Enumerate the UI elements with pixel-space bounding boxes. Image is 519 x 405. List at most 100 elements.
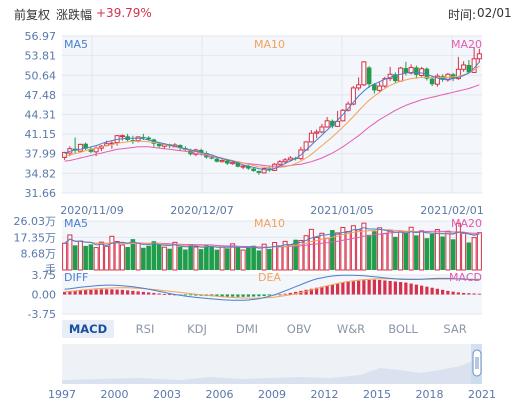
tab-wr[interactable]: W&R	[336, 322, 366, 336]
price-volume-macd-chart[interactable]: 56.97 53.81 50.64 47.48 44.31 41.15 37.99 34.82…	[0, 0, 519, 318]
candle-body-up	[335, 120, 341, 127]
adjust-type-label[interactable]: 前复权	[14, 8, 51, 22]
macd-histogram-bar	[435, 288, 439, 295]
candle-body-down	[225, 160, 230, 164]
tab-rsi[interactable]: RSI	[135, 322, 155, 336]
candle-body-up	[345, 103, 351, 111]
macd-histogram-bar	[315, 287, 319, 295]
macd-histogram-bar	[372, 279, 376, 295]
candle-body-up	[434, 75, 440, 85]
macd-histogram-bar	[304, 289, 308, 295]
volume-bar-up	[382, 233, 388, 271]
macd-histogram-bar	[362, 280, 366, 295]
volume-bar-down	[372, 231, 377, 270]
volume-bar-down	[167, 248, 172, 270]
volume-bar-down	[256, 250, 262, 270]
time-label: 时间:	[448, 8, 477, 22]
macd-histogram-bar	[404, 282, 408, 295]
macd-histogram-bar	[425, 286, 429, 295]
macd-histogram-bar	[225, 294, 229, 297]
volume-bar-up	[408, 226, 414, 271]
macd-histogram-bar	[262, 294, 266, 297]
ma20-line	[64, 84, 480, 167]
volume-ma20-legend: MA20	[451, 217, 482, 230]
macd-histogram-bar	[477, 293, 481, 295]
tab-obv[interactable]: OBV	[286, 322, 312, 336]
volume-bar-up	[319, 232, 325, 271]
volume-bar-down	[393, 236, 398, 270]
volume-bar-up	[350, 225, 356, 271]
volume-bar-up	[282, 240, 288, 271]
candle-body-up	[314, 131, 320, 134]
macd-histogram-bar	[131, 290, 135, 295]
ma5-line	[64, 61, 480, 171]
macd-histogram-bar	[183, 294, 187, 296]
volume-bar-up	[471, 237, 477, 271]
candle-body-up	[350, 87, 356, 105]
candle-body-up	[455, 68, 461, 80]
volume-bar-up	[361, 222, 367, 271]
candle-body-up	[340, 109, 346, 122]
tab-kdj[interactable]: KDJ	[187, 322, 207, 336]
volume-ma5-legend: MA5	[64, 217, 88, 230]
macd-histogram-bar	[84, 290, 88, 295]
volume-bar-up	[219, 246, 225, 271]
candle-body-down	[366, 67, 372, 85]
navigator-handle[interactable]	[472, 349, 482, 377]
macd-histogram-bar	[446, 290, 450, 295]
candle-body-up	[282, 159, 288, 163]
volume-y-tick-label: 26.03万	[14, 215, 57, 228]
price-y-tick-label: 44.31	[25, 109, 57, 122]
candle-body-up	[324, 120, 330, 128]
navigator-year-label: 2012	[311, 388, 339, 401]
candle-body-down	[88, 148, 94, 152]
volume-bar-down	[466, 242, 472, 270]
volume-bar-down	[403, 232, 409, 270]
macd-histogram-bar	[330, 284, 334, 295]
macd-histogram-bar	[73, 290, 77, 295]
range-navigator[interactable]: 1997 2000 2003 2006 2009 2012 2015 2018 2021	[0, 340, 519, 404]
price-y-tick-label: 41.15	[25, 128, 57, 141]
candle-body-down	[393, 74, 398, 82]
indicator-tab-bar: MACD RSI KDJ DMI OBV W&R BOLL SAR	[62, 320, 482, 338]
macd-histogram-bar	[451, 291, 455, 295]
volume-bar-up	[172, 241, 178, 271]
volume-bar-down	[440, 236, 445, 270]
macd-histogram-bar	[63, 291, 67, 295]
volume-bar-down	[429, 233, 435, 270]
volume-bar-up	[461, 232, 467, 271]
macd-histogram-bar	[152, 292, 156, 295]
volume-unit-label: 手	[45, 262, 56, 276]
macd-histogram-bar	[157, 293, 161, 295]
volume-bar-down	[141, 247, 146, 270]
macd-legend: MACD	[449, 271, 482, 284]
tab-dmi[interactable]: DMI	[235, 322, 259, 336]
diff-line	[64, 274, 480, 301]
volume-bar-down	[235, 247, 241, 270]
macd-y-tick-label: 0.00	[32, 289, 57, 302]
tab-boll[interactable]: BOLL	[388, 322, 418, 336]
volume-bar-up	[240, 249, 246, 271]
volume-bar-down	[366, 234, 372, 270]
macd-histogram-bar	[357, 280, 361, 295]
tab-sar[interactable]: SAR	[443, 322, 467, 336]
macd-histogram-bar	[236, 294, 240, 297]
volume-bar-down	[183, 249, 188, 270]
candle-body-down	[251, 168, 256, 172]
price-y-tick-label: 37.99	[25, 148, 57, 161]
volume-bar-up	[277, 245, 283, 271]
candle-body-up	[308, 132, 314, 143]
macd-histogram-bar	[267, 294, 271, 296]
volume-bar-down	[198, 249, 204, 270]
tab-macd[interactable]: MACD	[62, 320, 114, 338]
macd-histogram-bar	[325, 285, 329, 295]
navigator-year-label: 2009	[258, 388, 286, 401]
volume-bar-up	[98, 241, 104, 271]
candle-body-up	[377, 85, 383, 91]
price-y-tick-label: 47.48	[25, 89, 57, 102]
macd-histogram-bar	[241, 294, 245, 297]
volume-bar-down	[209, 246, 214, 270]
volume-bar-down	[83, 245, 88, 270]
volume-bar-down	[125, 247, 130, 270]
